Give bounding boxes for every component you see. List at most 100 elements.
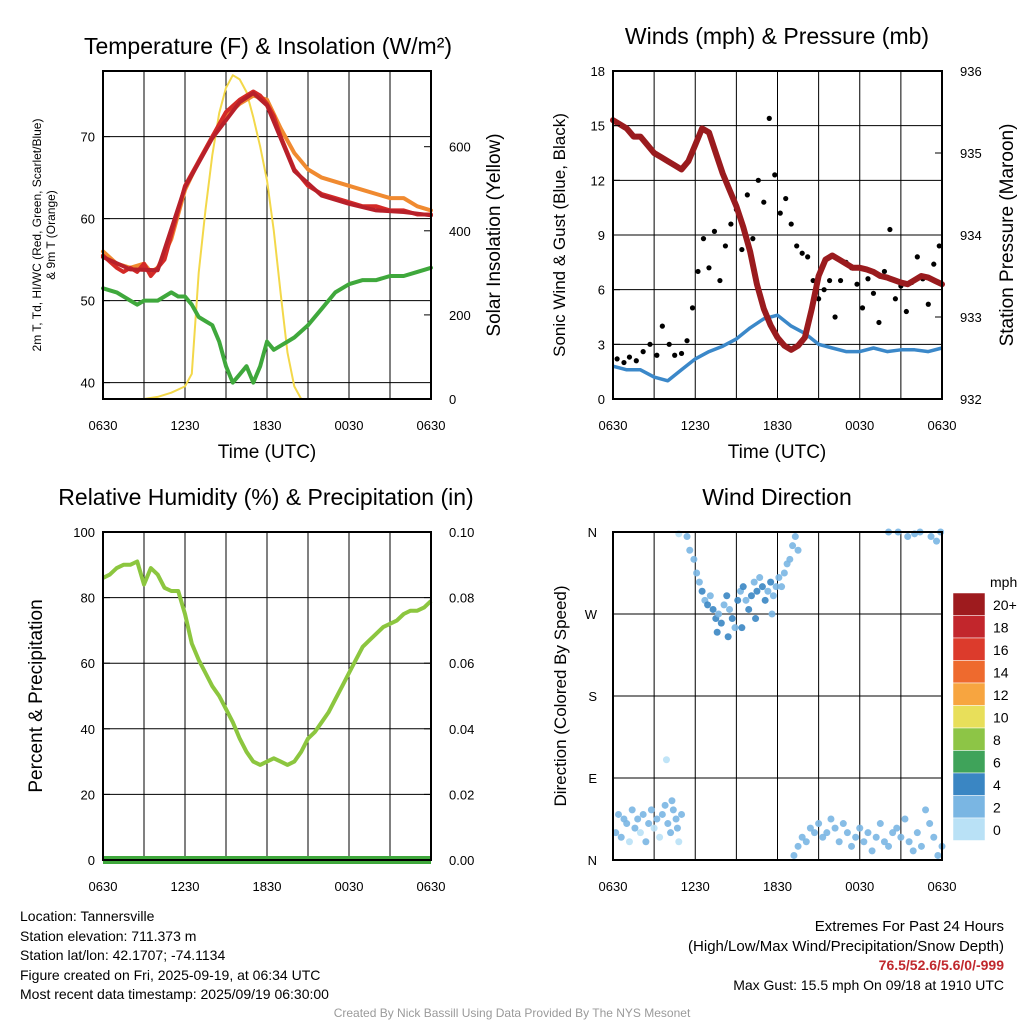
colorbar-swatch (952, 705, 986, 729)
gust-point (865, 276, 871, 282)
direction-point (843, 829, 851, 837)
direction-plot-frame (612, 531, 943, 861)
gust-point (654, 352, 660, 358)
direction-point (761, 596, 769, 604)
direction-point (631, 824, 639, 832)
x-tick-label: 1230 (171, 418, 200, 433)
gust-point (621, 359, 627, 366)
gust-point (766, 115, 772, 121)
temperature-ylabel-line2: & 9m T (Orange) (44, 190, 58, 280)
direction-point (742, 596, 750, 604)
direction-point (926, 820, 934, 828)
gust-point (689, 305, 696, 311)
direction-point (656, 833, 664, 841)
gust-point (903, 308, 909, 315)
gust-point (706, 265, 712, 271)
direction-point (839, 820, 847, 828)
y2-tick-label: 0.10 (449, 525, 474, 540)
gust-point (672, 352, 678, 358)
extremes-subtitle: (High/Low/Max Wind/Precipitation/Snow De… (688, 937, 1004, 955)
y2-tick-label: 935 (960, 146, 982, 161)
station-location: Location: Tannersville (20, 908, 155, 924)
direction-point (856, 824, 864, 832)
y2-tick-label: 0 (449, 392, 456, 407)
gust-point (914, 254, 920, 260)
direction-panel: Wind Direction 0630 1230 1830 0030 0630NESWN… (551, 484, 1017, 894)
direction-point (698, 587, 706, 595)
series-line (102, 559, 433, 767)
series-line (101, 91, 433, 273)
direction-point (617, 833, 625, 841)
series-line (610, 117, 945, 353)
y2-tick-label: 933 (960, 310, 982, 325)
direction-point (768, 610, 776, 618)
colorbar-label: 10 (993, 710, 1009, 726)
extremes-values: 76.5/52.6/5.6/0/-999 (878, 957, 1004, 973)
colorbar-label: 14 (993, 665, 1009, 681)
gust-point (794, 243, 800, 249)
humidity-title: Relative Humidity (%) & Precipitation (i… (58, 484, 473, 510)
x-tick-label: 0630 (417, 418, 446, 433)
credit-line: Created By Nick Bassill Using Data Provi… (333, 1006, 691, 1020)
colorbar-label: 12 (993, 687, 1009, 703)
extremes-title: Extremes For Past 24 Hours (814, 918, 1004, 935)
direction-point (738, 624, 746, 632)
x-tick-label: 0630 (89, 879, 118, 894)
direction-point (642, 838, 650, 846)
direction-point (673, 824, 681, 832)
y-tick-label: W (585, 607, 598, 622)
y-tick-label: E (588, 771, 597, 786)
direction-title: Wind Direction (702, 484, 852, 510)
direction-point (636, 829, 644, 837)
x-tick-label: 1830 (763, 418, 792, 433)
x-tick-label: 1830 (763, 879, 792, 894)
gust-point (695, 268, 701, 275)
y-tick-label: 0 (88, 853, 95, 868)
direction-point (930, 833, 938, 841)
gust-point (700, 236, 707, 242)
direction-point (905, 838, 913, 846)
y-tick-label: 12 (591, 173, 605, 188)
direction-point (764, 587, 772, 595)
direction-point (693, 569, 701, 577)
direction-point (893, 824, 901, 832)
y2-tick-label: 0.02 (449, 787, 474, 802)
x-tick-label: 0030 (845, 879, 874, 894)
direction-point (901, 815, 909, 823)
direction-point (876, 820, 884, 828)
direction-point (811, 829, 819, 837)
colorbar-swatch (952, 682, 986, 706)
direction-point (658, 810, 666, 818)
gust-point (892, 296, 898, 302)
direction-point (750, 578, 758, 586)
colorbar-swatch (952, 795, 986, 819)
direction-point (789, 542, 797, 550)
winds-xlabel: Time (UTC) (728, 442, 827, 463)
x-tick-label: 0630 (417, 879, 446, 894)
x-tick-label: 1230 (681, 879, 710, 894)
direction-point (715, 610, 723, 618)
direction-point (734, 596, 742, 604)
gust-point (755, 177, 761, 183)
temperature-panel: Temperature (F) & Insolation (W/m²) 0630… (30, 33, 505, 463)
direction-point (731, 624, 739, 632)
direction-point (772, 583, 780, 591)
colorbar-swatch (952, 817, 986, 841)
max-gust: Max Gust: 15.5 mph On 09/18 at 1910 UTC (733, 976, 1004, 993)
colorbar-label: 2 (993, 800, 1001, 816)
humidity-plot-frame (102, 531, 432, 861)
gust-point (870, 290, 877, 296)
y2-tick-label: 200 (449, 308, 471, 323)
gust-point (626, 354, 633, 360)
gust-point (744, 192, 750, 198)
y-tick-label: 50 (81, 294, 95, 309)
gust-point (750, 236, 756, 242)
direction-point (786, 555, 794, 563)
direction-point (706, 592, 714, 600)
recent-timestamp: Most recent data timestamp: 2025/09/19 0… (20, 986, 329, 1002)
winds-ylabel: Sonic Wind & Gust (Blue, Black) (550, 113, 569, 357)
direction-point (726, 605, 734, 613)
direction-point (678, 810, 686, 818)
direction-point (661, 801, 669, 809)
